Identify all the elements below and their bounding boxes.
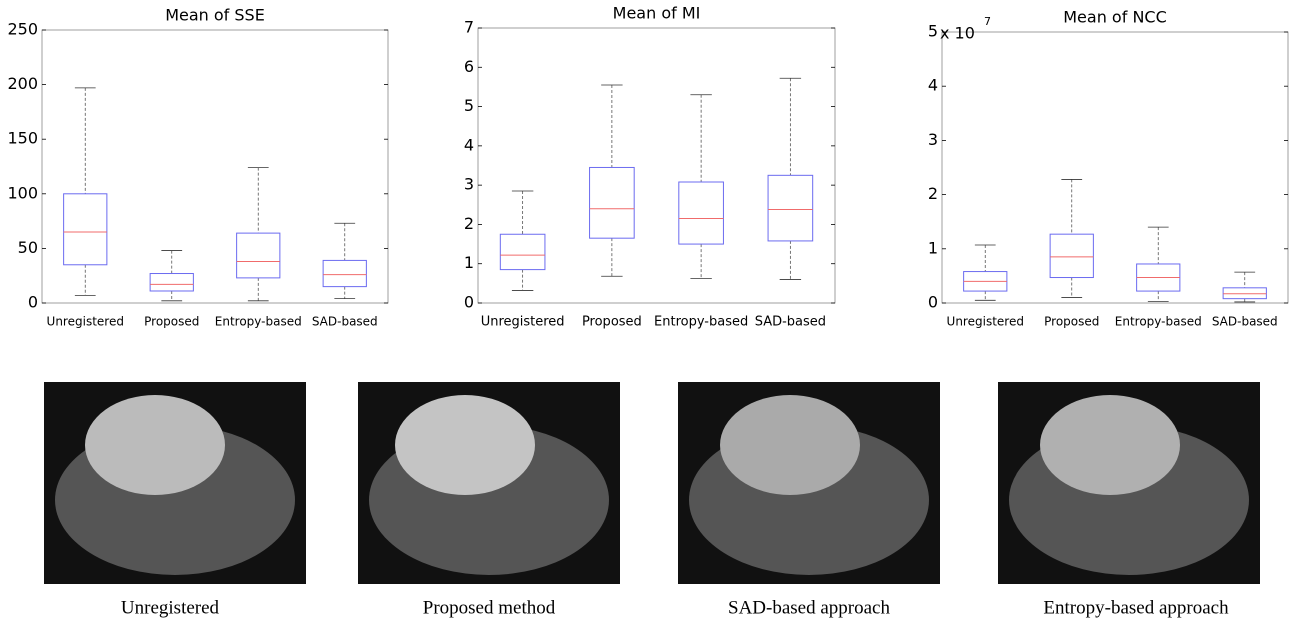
box xyxy=(678,181,724,245)
y-tick-label: 4 xyxy=(928,76,938,95)
y-tick-label: 0 xyxy=(28,293,38,312)
chart-title: Mean of MI xyxy=(613,4,701,23)
box xyxy=(236,232,281,279)
box xyxy=(767,174,814,242)
image-panels: Unregistered Proposed method SAD-based a… xyxy=(44,382,1260,618)
y-tick-label: 250 xyxy=(7,20,38,39)
y-tick-label: 0 xyxy=(464,293,474,312)
x-tick-label: Entropy-based xyxy=(1115,315,1202,329)
y-tick-label: 100 xyxy=(7,183,38,202)
y-tick-label: 4 xyxy=(464,135,474,154)
x-tick-label: Unregistered xyxy=(947,315,1024,329)
box-plot: Mean of SSE Unregistered Proposed Entropy-b… xyxy=(7,6,389,329)
x-tick-label: SAD-based xyxy=(1212,315,1278,329)
box xyxy=(1049,233,1094,279)
y-tick-label: 50 xyxy=(18,238,38,257)
axis-multiplier: x 10 xyxy=(940,24,975,43)
x-tick-label: Entropy-based xyxy=(215,315,302,329)
y-tick-label: 2 xyxy=(464,214,474,233)
axis-multiplier-exponent: 7 xyxy=(984,15,991,28)
image-caption: Unregistered xyxy=(121,597,220,618)
y-tick-label: 5 xyxy=(928,22,938,41)
mri-image xyxy=(44,382,306,584)
y-tick-label: 0 xyxy=(928,293,938,312)
x-tick-label: Proposed xyxy=(582,315,642,330)
y-tick-label: 3 xyxy=(464,175,474,194)
x-tick-label: Entropy-based xyxy=(654,315,748,330)
mri-image xyxy=(358,382,620,584)
y-tick-label: 2 xyxy=(928,184,938,203)
box xyxy=(322,259,367,288)
x-tick-label: Proposed xyxy=(1044,315,1099,329)
plot-frame xyxy=(41,29,389,304)
y-tick-label: 5 xyxy=(464,96,474,115)
image-caption: Proposed method xyxy=(423,597,556,618)
plot-frame xyxy=(941,31,1289,304)
chart-title: Mean of SSE xyxy=(165,6,265,25)
y-tick-label: 6 xyxy=(464,57,474,76)
y-tick-label: 7 xyxy=(464,18,474,37)
x-tick-label: SAD-based xyxy=(312,315,378,329)
box-plot: Mean of NCC x 10 7 Unregistered Proposed Entr… xyxy=(928,8,1289,329)
box xyxy=(589,166,635,239)
y-tick-label: 1 xyxy=(928,238,938,257)
x-tick-label: Unregistered xyxy=(47,315,124,329)
y-tick-label: 150 xyxy=(7,129,38,148)
plot-frame xyxy=(477,27,836,304)
x-tick-label: Proposed xyxy=(144,315,199,329)
x-tick-label: Unregistered xyxy=(481,315,565,330)
mri-image xyxy=(678,382,940,584)
box xyxy=(149,273,194,292)
box xyxy=(63,193,108,266)
y-tick-label: 200 xyxy=(7,74,38,93)
chart-title: Mean of NCC xyxy=(1063,8,1167,27)
image-caption: SAD-based approach xyxy=(728,597,890,618)
image-caption: Entropy-based approach xyxy=(1043,597,1229,618)
y-tick-label: 3 xyxy=(928,130,938,149)
box-plot: Mean of MI Unregistered Proposed Entropy-ba… xyxy=(464,4,836,330)
x-tick-label: SAD-based xyxy=(755,315,826,330)
mri-image xyxy=(998,382,1260,584)
box xyxy=(499,233,546,271)
y-tick-label: 1 xyxy=(464,253,474,272)
box xyxy=(1222,287,1267,300)
